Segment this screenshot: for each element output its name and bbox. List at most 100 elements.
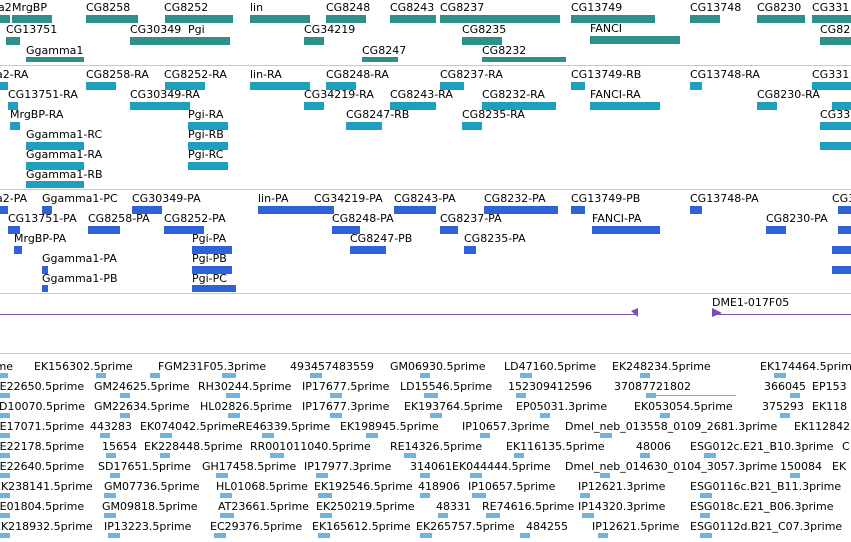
cds-label[interactable]: Ggamma1-PB [42, 272, 118, 285]
est-label[interactable]: EK118 [812, 400, 848, 413]
cds-bar[interactable] [464, 246, 476, 254]
transcript-label[interactable]: Ggamma1-RB [26, 168, 103, 181]
gene-bar[interactable] [165, 15, 233, 23]
gene-bar[interactable] [590, 36, 680, 44]
gene-bar[interactable] [390, 15, 436, 23]
est-label[interactable]: 443283 [90, 420, 132, 433]
transcript-bar[interactable] [820, 142, 851, 150]
est-bar[interactable] [516, 393, 526, 398]
cds-label[interactable]: CG8232-PA [484, 192, 546, 205]
est-bar[interactable] [220, 493, 232, 498]
est-label[interactable]: RE01804.5prime [0, 500, 85, 513]
transcript-label[interactable]: CG8235-RA [462, 108, 525, 121]
est-bar[interactable] [424, 393, 438, 398]
transcript-bar[interactable] [26, 142, 84, 150]
cds-label[interactable]: CG13748-PA [690, 192, 759, 205]
gene-label[interactable]: CG8243 [390, 1, 435, 14]
transcript-label[interactable]: CG8247-RB [346, 108, 410, 121]
est-bar[interactable] [700, 493, 712, 498]
transcript-label[interactable]: a2-RA [0, 68, 29, 81]
est-bar[interactable] [700, 513, 710, 518]
cds-bar[interactable] [440, 226, 458, 234]
est-label[interactable]: 418906 [418, 480, 460, 493]
est-bar[interactable] [330, 393, 342, 398]
gene-bar[interactable] [12, 15, 52, 23]
transcript-label[interactable]: Pgi-RC [188, 148, 224, 161]
cds-bar[interactable] [132, 206, 162, 214]
est-bar[interactable] [790, 393, 800, 398]
cds-bar[interactable] [332, 226, 360, 234]
est-label[interactable]: 493457483559 [290, 360, 374, 373]
est-bar[interactable] [96, 373, 106, 378]
gene-label[interactable]: CG8252 [164, 1, 209, 14]
est-bar[interactable] [0, 493, 10, 498]
est-label[interactable]: EK053054.5prime [634, 400, 733, 413]
est-label[interactable]: IP10657.5prime [468, 480, 556, 493]
cds-bar[interactable] [88, 226, 120, 234]
est-bar[interactable] [160, 433, 172, 438]
est-label[interactable]: 375293 [762, 400, 804, 413]
est-bar[interactable] [420, 493, 430, 498]
transcript-label[interactable]: MrgBP-RA [10, 108, 64, 121]
est-label[interactable]: EK116135.5prime [506, 440, 605, 453]
est-label[interactable]: ESG0112d.B21_C07.3prime [690, 520, 843, 533]
est-label[interactable]: RR001011040.5prime [250, 440, 371, 453]
transcript-bar[interactable] [462, 122, 482, 130]
gene-bar[interactable] [462, 37, 502, 45]
est-bar[interactable] [106, 453, 116, 458]
transcript-label[interactable]: CG8237-RA [440, 68, 503, 81]
cds-bar[interactable] [571, 206, 585, 214]
transcript-label[interactable]: CG8230-RA [757, 88, 820, 101]
cds-bar[interactable] [192, 266, 232, 274]
est-bar[interactable] [472, 493, 486, 498]
gene-label[interactable]: CG331 [812, 1, 850, 14]
cds-bar[interactable] [14, 246, 22, 254]
est-label[interactable]: GM07736.5prime [104, 480, 200, 493]
transcript-bar[interactable] [304, 102, 324, 110]
gene-bar[interactable] [86, 15, 138, 23]
gene-label[interactable]: CG13748 [690, 1, 742, 14]
cds-bar[interactable] [838, 226, 851, 234]
est-label[interactable]: RE22640.5prime [0, 460, 85, 473]
transcript-bar[interactable] [832, 102, 851, 110]
est-label[interactable]: 37087721802 [614, 380, 691, 393]
cds-bar[interactable] [766, 226, 786, 234]
transcript-label[interactable]: CG30349-RA [130, 88, 200, 101]
transcript-bar[interactable] [165, 82, 205, 90]
transcript-bar[interactable] [326, 82, 356, 90]
est-label[interactable]: EK198945.5prime [340, 420, 439, 433]
est-label[interactable]: Dmel_neb_013558_0109_2681.3prime [565, 420, 778, 433]
est-bar[interactable] [0, 393, 10, 398]
transcript-bar[interactable] [590, 102, 660, 110]
est-label[interactable]: RE17071.5prime [0, 420, 85, 433]
est-bar[interactable] [318, 533, 330, 538]
cds-label[interactable]: CG8235-PA [464, 232, 526, 245]
gene-label[interactable]: MrgBP [12, 1, 47, 14]
cds-bar[interactable] [192, 285, 236, 292]
est-label[interactable]: ESG018c.E21_B06.3prime [690, 500, 834, 513]
cds-label[interactable]: CG8248-PA [332, 212, 394, 225]
est-label[interactable]: EK074042.5prime [140, 420, 239, 433]
est-label[interactable]: EK [832, 460, 847, 473]
est-bar[interactable] [330, 413, 342, 418]
est-label[interactable]: IP14320.3prime [578, 500, 666, 513]
cds-bar[interactable] [42, 266, 48, 274]
est-bar[interactable] [108, 533, 120, 538]
est-label[interactable]: GH17458.5prime [202, 460, 297, 473]
est-label[interactable]: GM06930.5prime [390, 360, 486, 373]
transcript-bar[interactable] [690, 82, 702, 90]
est-label[interactable]: GM09818.5prime [102, 500, 198, 513]
est-label[interactable]: 15654 [102, 440, 137, 453]
est-label[interactable]: 314061 [410, 460, 452, 473]
transcript-bar[interactable] [482, 102, 556, 110]
transcript-bar[interactable] [26, 162, 84, 170]
transcript-label[interactable]: lin-RA [250, 68, 282, 81]
gene-bar[interactable] [362, 57, 398, 62]
cds-label[interactable]: CG8237-PA [440, 212, 502, 225]
est-bar[interactable] [790, 473, 800, 478]
gene-label[interactable]: Ggamma1 [26, 44, 84, 57]
est-label[interactable]: RE22178.5prime [0, 440, 85, 453]
est-bar[interactable] [318, 493, 332, 498]
est-bar[interactable] [514, 453, 524, 458]
cds-bar[interactable] [690, 206, 702, 214]
